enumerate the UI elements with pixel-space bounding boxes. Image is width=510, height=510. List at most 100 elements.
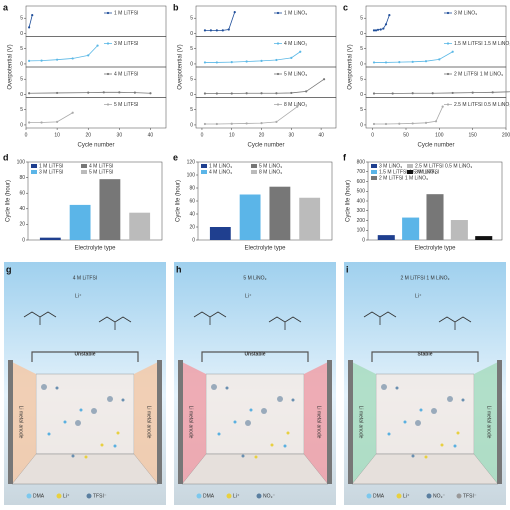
left-electrode [178,360,183,484]
y-tick-label: 80 [189,185,195,191]
legend-marker [276,72,280,76]
right-wall [474,362,498,484]
y-tick-label: 0 [190,31,193,37]
data-point [221,29,224,32]
data-point [388,14,391,17]
left-wall [352,362,376,484]
y-tick-label: 0 [362,237,365,243]
y-axis-label: Overpotential (V) [178,44,184,89]
data-point [28,59,31,63]
data-point [411,60,414,63]
data-point [438,58,441,61]
particle [217,432,221,436]
y-tick-label: 5 [20,107,23,113]
y-tick-label: 0 [360,61,363,67]
panel-letter: e [173,152,178,162]
x-tick-label: 100 [435,132,444,138]
x-tick-label: 30 [289,132,295,138]
particle [381,384,387,390]
panel-letter: a [3,2,9,12]
y-tick-label: 200 [357,218,366,224]
legend-marker [366,493,372,499]
particle [456,431,460,435]
legend-label: NO₃⁻ [433,493,446,499]
data-point [290,91,293,95]
subplot-frame [195,97,337,129]
ion-label: Li⁺ [245,293,252,299]
subplot-frame [25,97,167,129]
data-point [411,122,414,125]
right-wall [134,362,158,484]
particle [453,444,457,448]
data-point [96,44,99,47]
data-point [451,50,454,53]
y-tick-label: 0 [20,92,23,98]
y-tick-label: 0 [192,237,195,243]
particle [424,455,428,459]
x-axis-label: Cycle number [77,143,114,149]
molecule [363,311,397,325]
legend-marker [276,11,280,15]
x-tick-label: 50 [403,132,409,138]
y-tick-label: 60 [19,191,25,197]
cell-back [35,373,135,455]
legend-label: TFSI⁻ [93,493,107,499]
data-point [260,122,263,125]
x-tick-label: 30 [117,132,123,138]
series-line [204,51,301,63]
legend-label: 8 M LiNO₃ [259,169,282,175]
stability-label: Unstable [244,351,265,357]
series-line [374,51,453,63]
legend-label: 1 M LiTFSI [39,163,63,169]
data-point [230,61,233,64]
legend-label: 2 M LiTFSI 1 M LiNO₃ [379,175,428,181]
data-point [118,91,121,94]
x-axis-label: Electrolyte type [244,246,286,252]
bar [402,217,420,240]
legend-marker [446,11,450,15]
legend-swatch [201,164,207,168]
diagram-title: 4 M LiTFSI [73,275,97,281]
y-tick-label: 5 [360,46,363,52]
bar [129,212,151,240]
particle [387,432,391,436]
stability-label: Unstable [74,351,95,357]
cell-floor [181,453,329,485]
data-point [215,29,218,32]
diagram-title: 2 M LiTFSI 1 M LiNO₃ [401,275,450,281]
legend-label: 1 M LiNO₃ [209,163,232,169]
subplot-frame [365,97,507,129]
y-axis-label: Overpotential (V) [8,44,14,89]
data-point [31,14,34,17]
data-point [411,92,414,95]
bar [299,197,321,240]
bracket [31,351,139,362]
data-point [209,29,212,32]
legend-label: 5 M LiNO₃ [284,71,307,77]
y-tick-label: 800 [357,159,366,165]
data-point [384,23,388,26]
y-tick-label: 0 [22,237,25,243]
data-point [245,122,248,125]
bracket [201,351,309,362]
y-axis-label: Cycle life (hour) [176,180,182,222]
y-tick-label: 0 [360,92,363,98]
legend-label: 2.5 M LiTFSI 0.5 M LiNO₃ [454,102,510,108]
legend-swatch [31,164,37,168]
particle [461,398,465,402]
legend-label: NO₃⁻ [263,493,276,499]
legend-label: DMA [203,493,215,499]
data-point [431,92,434,95]
bar [377,235,395,240]
cell-back [375,373,475,455]
right-electrode [497,360,502,484]
particle [245,420,251,426]
legend-marker [226,493,232,499]
legend-swatch [81,170,87,174]
y-tick-label: 40 [189,211,195,217]
data-point [372,61,376,64]
particle [71,454,75,458]
legend-marker [196,493,202,499]
molecule [438,316,472,330]
bar [99,179,121,240]
